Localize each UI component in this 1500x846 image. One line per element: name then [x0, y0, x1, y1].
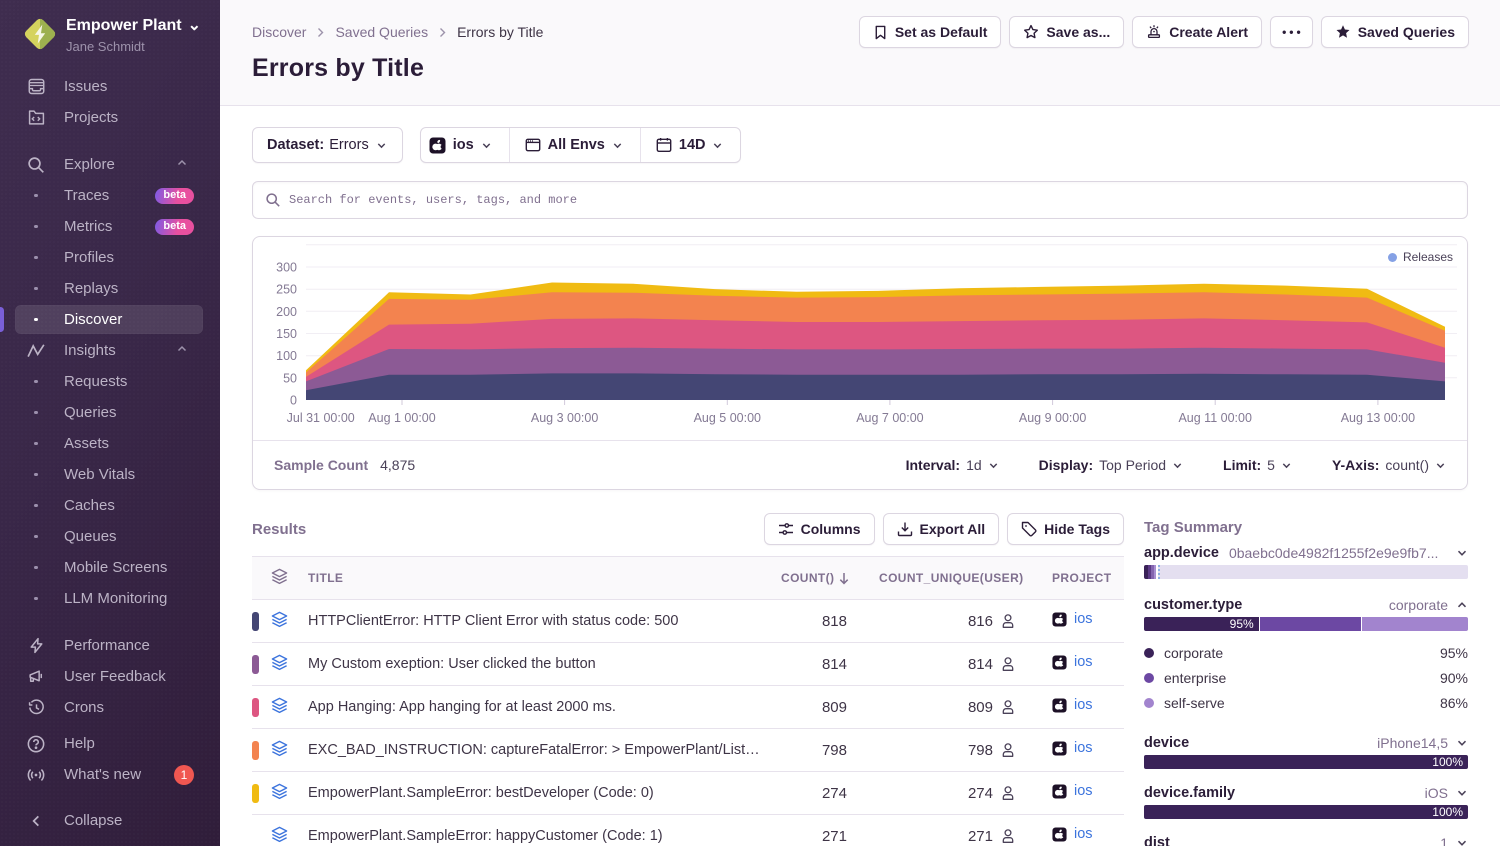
- svg-text:200: 200: [276, 305, 297, 319]
- svg-text:50: 50: [283, 371, 297, 385]
- svg-text:Aug 1 00:00: Aug 1 00:00: [368, 411, 435, 425]
- svg-text:250: 250: [276, 283, 297, 297]
- svg-text:0: 0: [290, 394, 297, 408]
- svg-text:300: 300: [276, 261, 297, 275]
- svg-text:150: 150: [276, 327, 297, 341]
- svg-text:100: 100: [276, 349, 297, 363]
- svg-text:Aug 7 00:00: Aug 7 00:00: [856, 411, 923, 425]
- svg-text:Aug 11 00:00: Aug 11 00:00: [1178, 411, 1251, 425]
- svg-text:Aug 9 00:00: Aug 9 00:00: [1019, 411, 1086, 425]
- svg-text:Aug 5 00:00: Aug 5 00:00: [694, 411, 761, 425]
- svg-text:Jul 31 00:00: Jul 31 00:00: [287, 411, 355, 425]
- svg-text:Aug 3 00:00: Aug 3 00:00: [531, 411, 598, 425]
- svg-text:Aug 13 00:00: Aug 13 00:00: [1341, 411, 1415, 425]
